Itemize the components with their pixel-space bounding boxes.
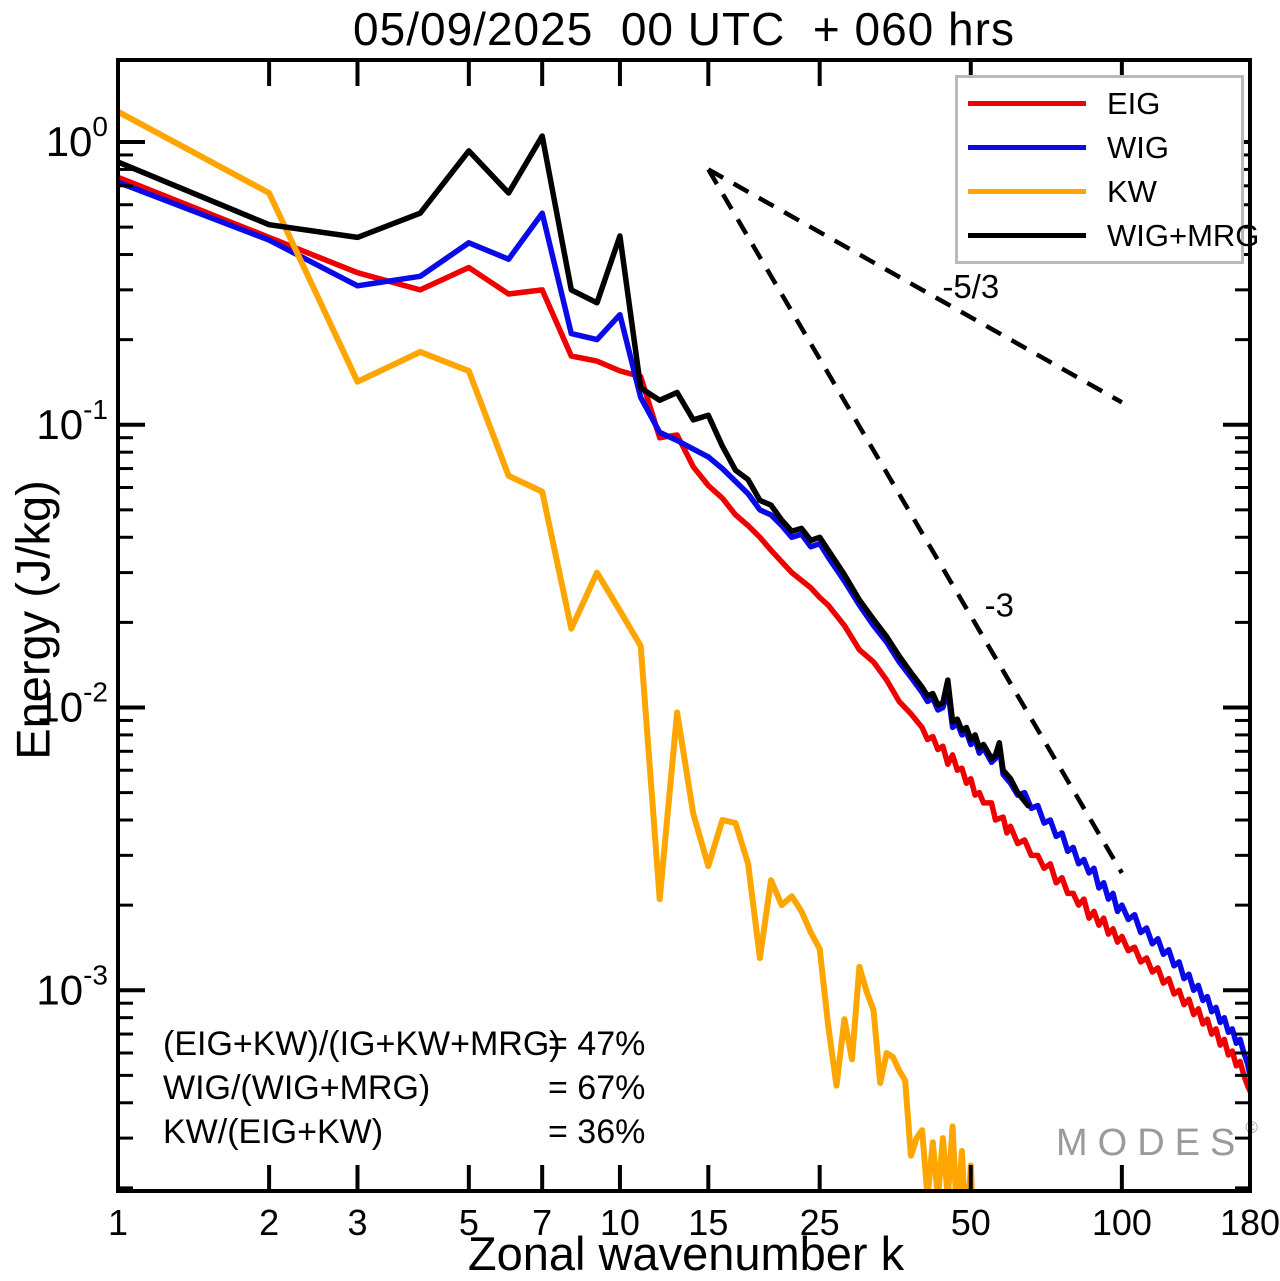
x-tick-label: 3 — [347, 1202, 367, 1243]
y-tick-label: 10-3 — [36, 959, 108, 1013]
ref-line-label-5-3: -5/3 — [942, 268, 999, 305]
modes-watermark-text: MODES — [1056, 1122, 1246, 1164]
annotation-expression: KW/(EIG+KW) — [163, 1113, 384, 1151]
legend-line-sample — [968, 145, 1086, 151]
modes-watermark: MODES© — [1056, 1118, 1258, 1165]
legend-label: KW — [1107, 173, 1157, 209]
legend-line-sample — [968, 101, 1086, 107]
x-tick-label: 2 — [259, 1202, 279, 1243]
y-tick-label: 10-1 — [36, 394, 108, 448]
annotation-value: = 36% — [548, 1113, 646, 1151]
x-tick-label: 1 — [108, 1202, 128, 1243]
annotation-row: (EIG+KW)/(IG+KW+MRG)= 47% — [163, 1022, 645, 1066]
legend-label: WIG+MRG — [1107, 217, 1260, 253]
legend-label: EIG — [1107, 86, 1161, 122]
x-tick-label: 100 — [1092, 1202, 1152, 1243]
ref-line-5-3 — [707, 167, 1123, 405]
x-tick-label: 10 — [600, 1202, 640, 1243]
ref-line-label-3: -3 — [985, 586, 1014, 623]
series-wig-line — [118, 179, 1250, 1079]
chart-title: 05/09/2025 00 UTC + 060 hrs — [353, 3, 1015, 55]
annotation-row: KW/(EIG+KW) = 36% — [163, 1110, 645, 1154]
series-kw-line — [118, 108, 975, 1191]
x-tick-label: 25 — [800, 1202, 840, 1243]
legend-item-wig-mrg: WIG+MRG — [958, 220, 1259, 251]
legend-item-eig: EIG — [958, 88, 1241, 119]
series-eig-line — [118, 174, 1250, 1094]
axes-frame — [116, 58, 1252, 1193]
x-tick-label: 50 — [951, 1202, 991, 1243]
x-tick-label: 7 — [532, 1202, 552, 1243]
annotation-row: WIG/(WIG+MRG) = 67% — [163, 1066, 645, 1110]
series-wig-mrg-line — [118, 133, 1031, 809]
annotation-expression: (EIG+KW)/(IG+KW+MRG) — [163, 1025, 561, 1063]
legend: EIG WIG KW WIG+MRG — [955, 75, 1259, 264]
x-tick-label: 15 — [688, 1202, 728, 1243]
annotation-value: = 67% — [548, 1069, 646, 1107]
legend-line-sample — [968, 232, 1086, 238]
legend-line-sample — [968, 188, 1086, 194]
x-axis-title: Zonal wavenumber k — [467, 1227, 905, 1280]
legend-label: WIG — [1107, 130, 1169, 166]
legend-item-wig: WIG — [958, 132, 1241, 163]
legend-item-kw: KW — [958, 176, 1241, 207]
annotation-value: = 47% — [548, 1025, 646, 1063]
y-tick-label: 100 — [46, 111, 108, 165]
x-tick-label: 180 — [1220, 1202, 1280, 1243]
ratio-annotations: (EIG+KW)/(IG+KW+MRG)= 47% WIG/(WIG+MRG) = … — [163, 1022, 645, 1154]
annotation-expression: WIG/(WIG+MRG) — [163, 1069, 431, 1107]
y-tick-label: 10-2 — [36, 677, 108, 731]
ref-line-3 — [706, 168, 1124, 875]
y-axis-title: Energy (J/kg) — [6, 480, 60, 760]
x-tick-label: 5 — [459, 1202, 479, 1243]
